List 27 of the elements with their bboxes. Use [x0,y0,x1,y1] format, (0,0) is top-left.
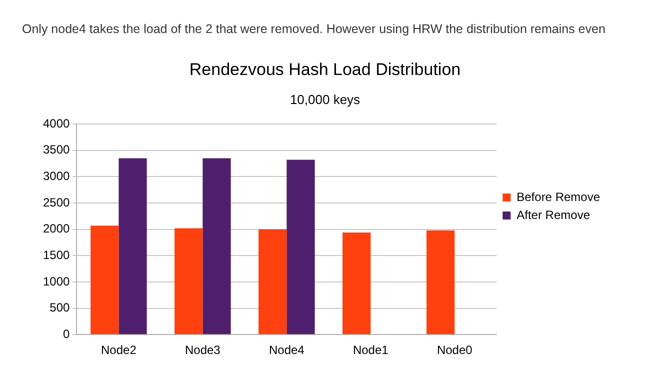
text: Only node4 takes the load of the 2 that were removed. However using HRW the distribution remains even [22,22,606,36]
y-tick-label: 2500 [42,195,70,210]
legend-label: After Remove [516,208,590,222]
bar [426,230,455,334]
bar [342,232,371,334]
chart-subtitle: 10,000 keys [290,92,361,107]
y-tick-label: 0 [63,326,70,341]
bar [286,160,315,334]
y-tick-label: 3000 [42,168,70,183]
bar [90,226,119,334]
y-tick-label: 1000 [42,274,70,288]
x-tick-label: Node2 [101,343,137,358]
bar [202,158,231,334]
bar [258,229,287,334]
y-tick-label: 4000 [42,116,70,130]
y-tick-label: 3500 [42,142,70,157]
x-tick-label: Node0 [436,343,473,358]
bar [118,158,147,334]
x-tick-label: Node1 [352,343,389,358]
y-tick-label: 500 [50,300,70,315]
legend-label: Before Remove [516,190,600,204]
chart-title: Rendezvous Hash Load Distribution [189,60,461,79]
bar [174,228,203,334]
y-tick-label: 2000 [42,222,70,236]
x-tick-label: Node4 [268,343,305,358]
x-tick-label: Node3 [184,343,221,358]
y-tick-label: 1500 [42,248,70,262]
